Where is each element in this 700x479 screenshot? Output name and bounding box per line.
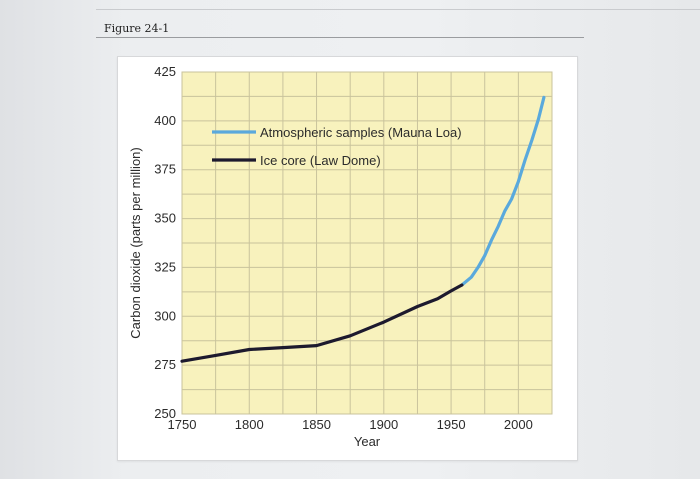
y-tick-label: 400 xyxy=(154,113,176,128)
grid xyxy=(181,71,553,415)
caption-rule xyxy=(96,37,584,38)
legend-item-ice-core: Ice core (Law Dome) xyxy=(212,153,381,168)
y-tick-label: 425 xyxy=(154,64,176,79)
legend-label: Atmospheric samples (Mauna Loa) xyxy=(260,125,462,140)
y-axis-ticks: 250 275 300 325 350 375 400 425 xyxy=(154,64,176,421)
y-tick-label: 375 xyxy=(154,162,176,177)
ice-core-series-line xyxy=(180,283,464,363)
y-tick-label: 300 xyxy=(154,308,176,323)
x-axis-label: Year xyxy=(354,434,381,449)
y-tick-label: 250 xyxy=(154,406,176,421)
y-tick-label: 350 xyxy=(154,211,176,226)
legend-item-atmospheric: Atmospheric samples (Mauna Loa) xyxy=(212,125,462,140)
y-tick-label: 325 xyxy=(154,259,176,274)
y-axis-label: Carbon dioxide (parts per million) xyxy=(128,147,143,338)
x-axis-ticks: 1750 1800 1850 1900 1950 2000 xyxy=(168,417,533,432)
legend-label: Ice core (Law Dome) xyxy=(260,153,381,168)
chart-card: 250 275 300 325 350 375 400 425 1750 1800 1850 190… xyxy=(117,56,578,461)
legend: Atmospheric samples (Mauna Loa) Ice core … xyxy=(212,125,462,168)
x-tick-label: 1850 xyxy=(302,417,331,432)
x-tick-label: 1800 xyxy=(235,417,264,432)
x-tick-label: 1900 xyxy=(369,417,398,432)
x-tick-label: 1750 xyxy=(168,417,197,432)
figure-caption: Figure 24-1 xyxy=(104,22,170,35)
x-tick-label: 1950 xyxy=(437,417,466,432)
top-rule xyxy=(96,9,700,10)
x-tick-label: 2000 xyxy=(504,417,533,432)
y-tick-label: 275 xyxy=(154,357,176,372)
co2-chart: 250 275 300 325 350 375 400 425 1750 1800 1850 190… xyxy=(128,64,553,449)
atmospheric-series-line xyxy=(460,95,546,287)
series-lines xyxy=(180,95,546,363)
